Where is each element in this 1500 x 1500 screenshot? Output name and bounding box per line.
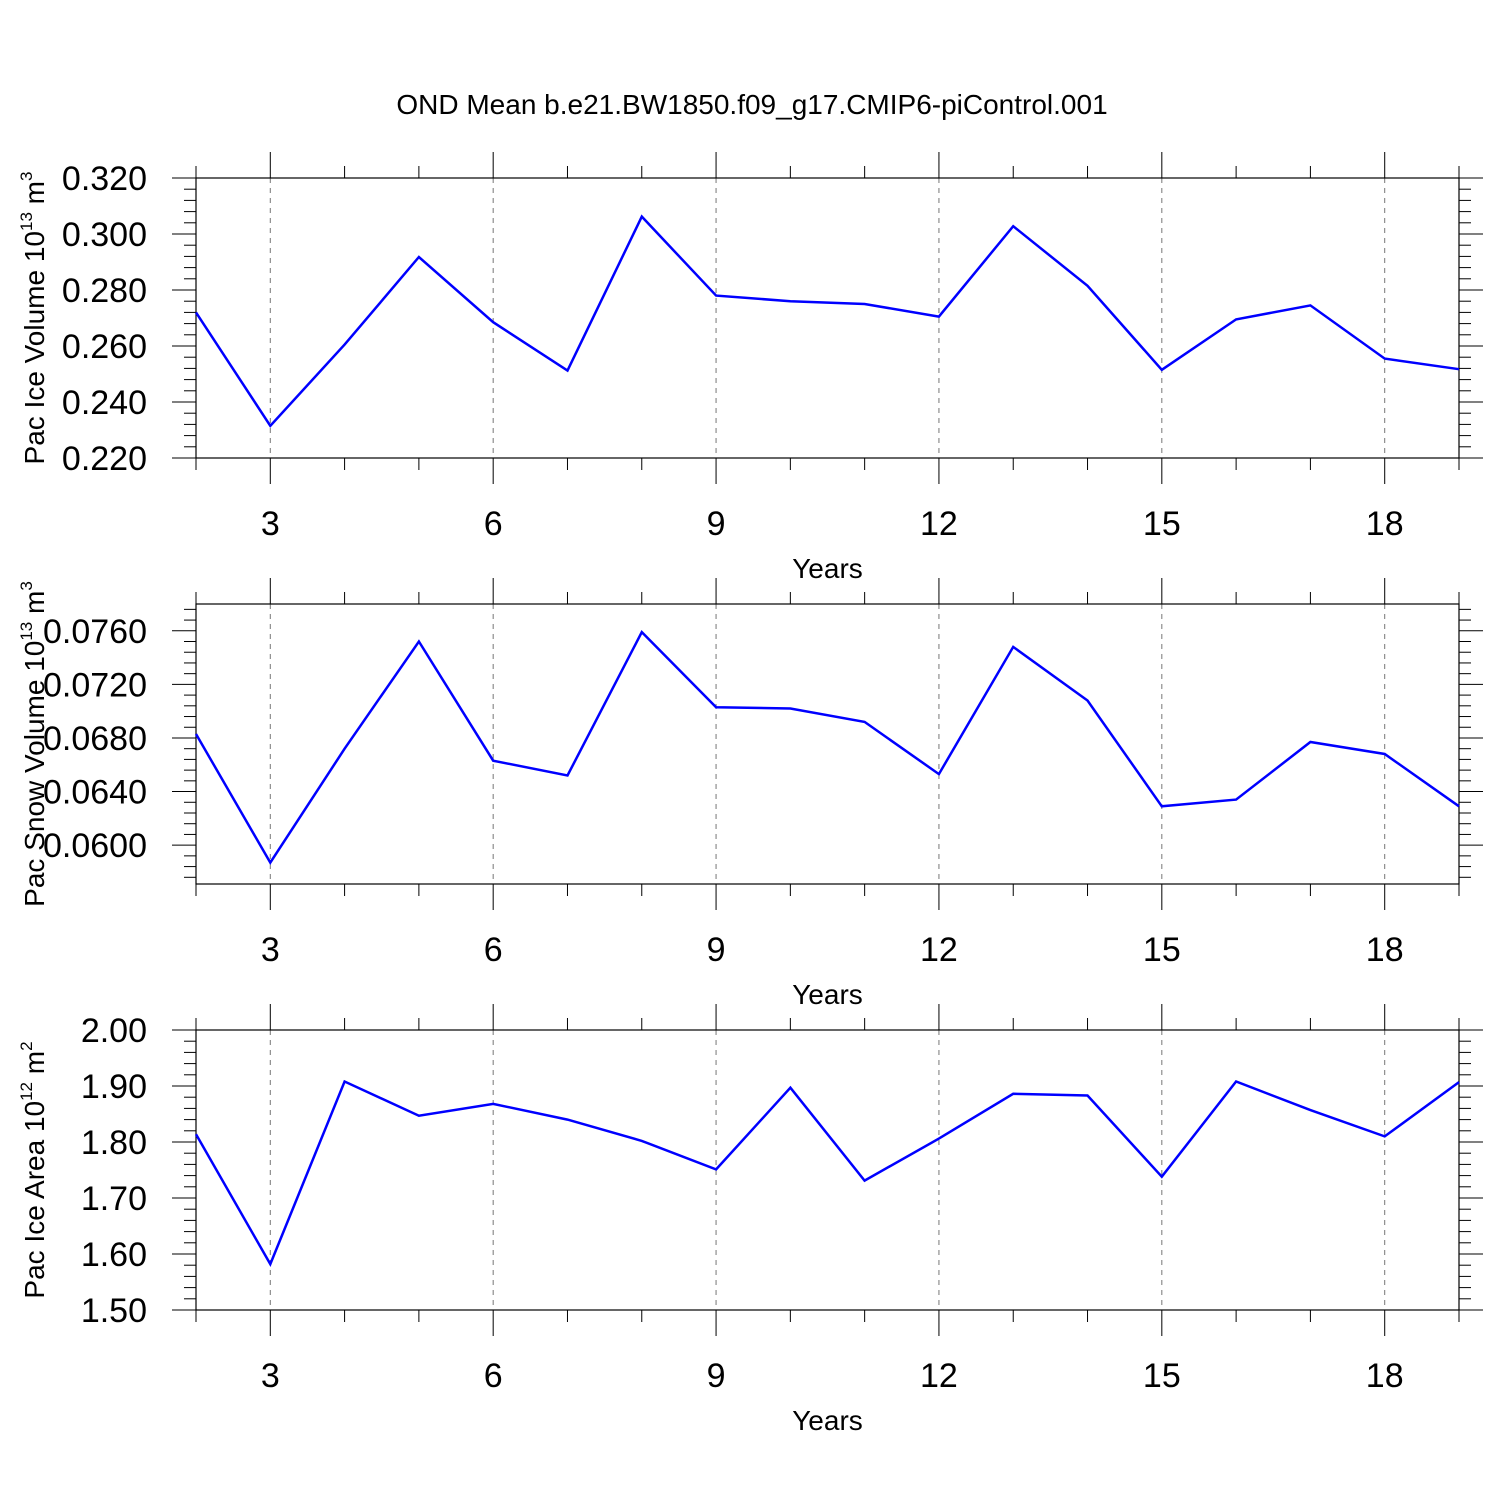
chart-title: OND Mean b.e21.BW1850.f09_g17.CMIP6-piCo… — [396, 89, 1107, 120]
y-tick-label: 0.280 — [62, 272, 147, 310]
y-axis-label-part: 13 — [17, 212, 36, 231]
x-tick-label: 15 — [1143, 1357, 1181, 1395]
y-tick-label: 1.70 — [81, 1180, 147, 1218]
y-tick-label: 0.320 — [62, 160, 147, 198]
panel-2: 0.0600 0.0640 0.0680 0.0720 0.0760 3 6 9 12 15 18 Y… — [17, 578, 1483, 1010]
y-axis-label-part: 12 — [17, 1082, 36, 1101]
x-axis-label: Years — [792, 1405, 863, 1436]
panels-container: 0.220 0.240 0.260 0.280 0.300 0.320 3 6 9 12 15 18 Y… — [17, 152, 1483, 1436]
y-tick-label: 1.60 — [81, 1236, 147, 1274]
y-axis-label: Pac Ice Volume 1013 m3 — [17, 172, 50, 465]
y-tick-label: 0.240 — [62, 384, 147, 422]
x-tick-label: 6 — [484, 1357, 503, 1395]
x-tick-label: 18 — [1366, 1357, 1404, 1395]
series-line — [194, 214, 1460, 428]
series-line — [194, 1079, 1460, 1267]
x-axis-label: Years — [792, 553, 863, 584]
plot-frame — [195, 603, 1460, 885]
y-tick-label: 1.90 — [81, 1068, 147, 1106]
x-tick-label: 3 — [261, 505, 280, 543]
x-tick-label: 18 — [1366, 505, 1404, 543]
y-tick-label: 1.50 — [81, 1292, 147, 1330]
y-axis-label-part: 2 — [17, 1041, 36, 1050]
y-tick-label: 0.0680 — [43, 720, 147, 758]
x-tick-label: 3 — [261, 1357, 280, 1395]
x-tick-label: 15 — [1143, 931, 1181, 969]
plot-frame — [195, 177, 1460, 459]
x-tick-label: 12 — [920, 931, 958, 969]
y-axis-label-part: 3 — [17, 172, 36, 181]
y-tick-label: 0.260 — [62, 328, 147, 366]
y-tick-label: 0.220 — [62, 440, 147, 478]
y-tick-label: 0.0640 — [43, 774, 147, 812]
y-axis-label-part: Pac Ice Area 10 — [19, 1101, 50, 1299]
x-tick-label: 6 — [484, 505, 503, 543]
y-axis-label-part: 3 — [17, 581, 36, 590]
y-axis-label-part: m — [19, 181, 50, 212]
y-tick-label: 0.0720 — [43, 666, 147, 704]
x-tick-label: 12 — [920, 1357, 958, 1395]
x-tick-label: 9 — [707, 1357, 726, 1395]
x-tick-label: 15 — [1143, 505, 1181, 543]
y-axis-label: Pac Snow Volume 1013 m3 — [17, 581, 50, 907]
y-tick-label: 2.00 — [81, 1012, 147, 1050]
x-axis-label: Years — [792, 979, 863, 1010]
y-axis-label-part: m — [19, 1051, 50, 1082]
y-axis-label-part: Pac Ice Volume 10 — [19, 231, 50, 464]
panel-3: 1.50 1.60 1.70 1.80 1.90 2.00 3 6 9 12 15 18 Years Pa… — [17, 1004, 1483, 1436]
y-tick-label: 0.0760 — [43, 613, 147, 651]
x-tick-label: 9 — [707, 931, 726, 969]
x-tick-label: 12 — [920, 505, 958, 543]
panel-1: 0.220 0.240 0.260 0.280 0.300 0.320 3 6 9 12 15 18 Y… — [17, 152, 1483, 584]
y-axis-label: Pac Ice Area 1012 m2 — [17, 1041, 50, 1298]
y-axis-label-part: m — [19, 591, 50, 622]
x-tick-label: 9 — [707, 505, 726, 543]
plot-frame — [195, 1029, 1460, 1311]
y-tick-label: 1.80 — [81, 1124, 147, 1162]
y-axis-label-part: 13 — [17, 622, 36, 641]
y-tick-label: 0.300 — [62, 216, 147, 254]
series-line — [194, 629, 1460, 865]
y-axis-label-part: Pac Snow Volume 10 — [19, 641, 50, 907]
x-tick-label: 18 — [1366, 931, 1404, 969]
y-tick-label: 0.0600 — [43, 827, 147, 865]
x-tick-label: 6 — [484, 931, 503, 969]
x-tick-label: 3 — [261, 931, 280, 969]
